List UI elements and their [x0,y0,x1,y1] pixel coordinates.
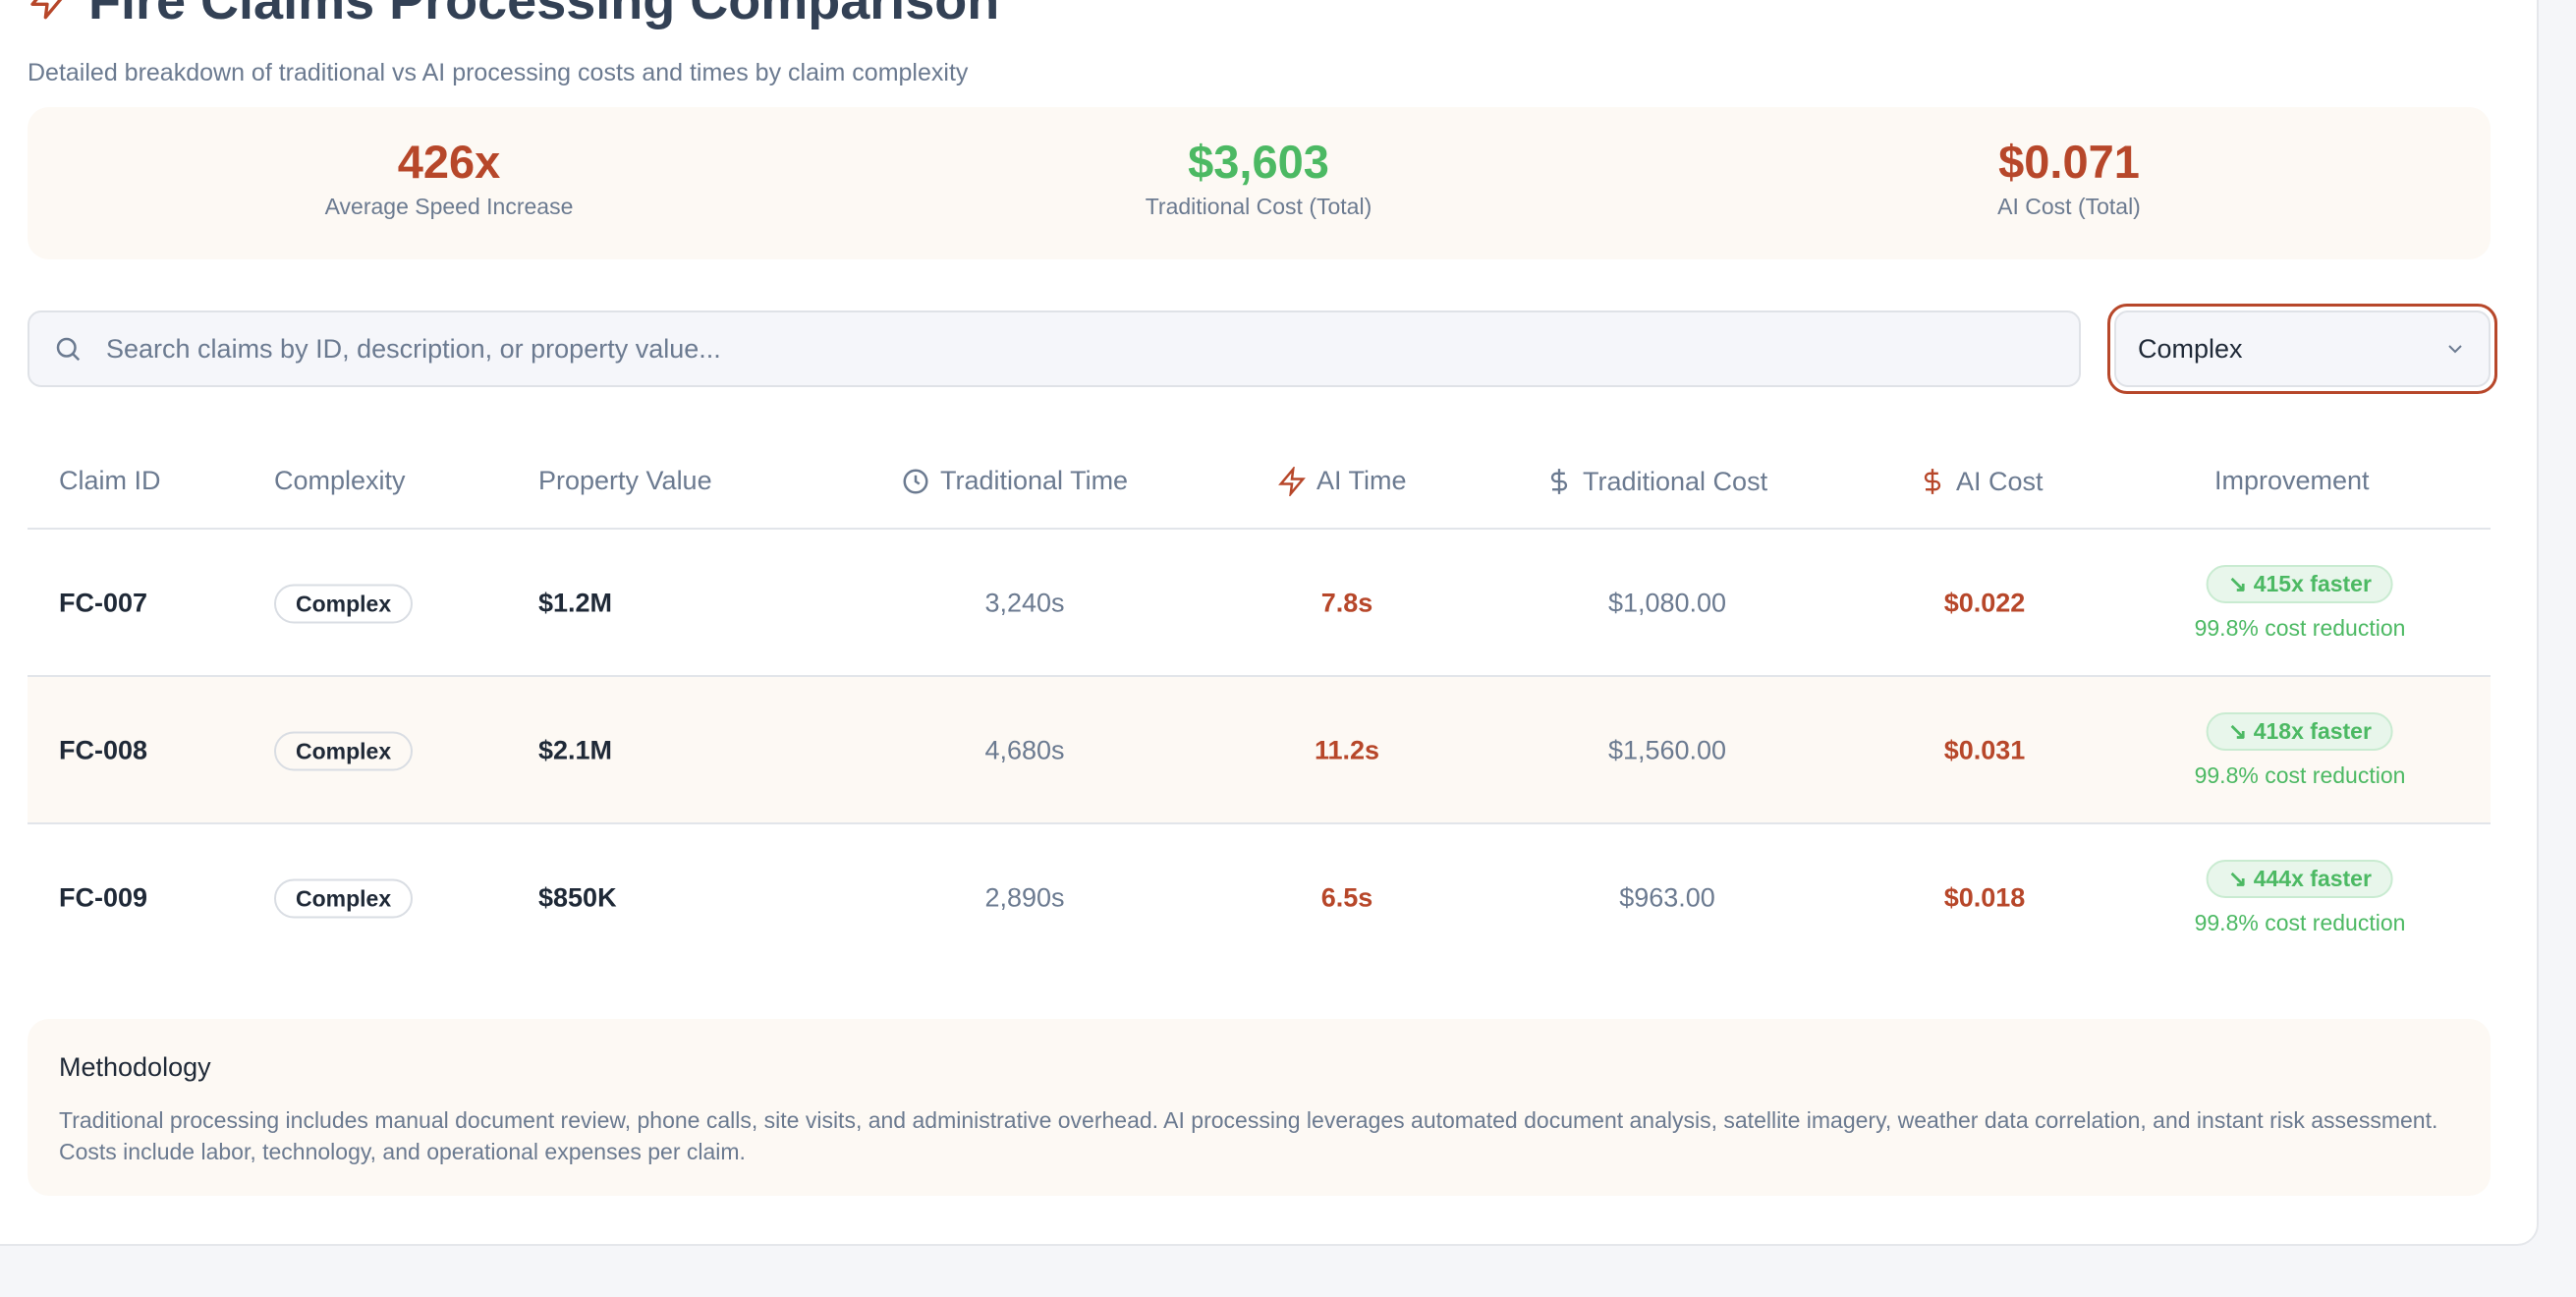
methodology-title: Methodology [59,1052,211,1082]
header-complexity: Complexity [274,466,406,495]
traditional-cost: $1,560.00 [1607,735,1727,764]
stat-traditional-cost: $3,603 Traditional Cost (Total) [964,135,1553,220]
header-traditional-cost: Traditional Cost [1545,466,1767,497]
row-divider [28,822,2491,824]
ai-cost: $0.018 [1943,882,2026,912]
header-label: Traditional Cost [1583,466,1768,496]
speed-text: 444x faster [2253,865,2372,891]
claim-id: FC-007 [59,588,148,617]
table-row[interactable]: FC-009 Complex $850K 2,890s 6.5s $963.00… [28,824,2491,971]
clock-icon [903,469,928,493]
badge-label: Complex [274,731,414,770]
ai-cost: $0.031 [1943,735,2026,764]
stat-label: Traditional Cost (Total) [1145,194,1372,219]
traditional-time: 2,890s [984,882,1065,912]
traditional-time: 4,680s [984,735,1065,764]
trend-icon: ↘ [2228,570,2254,596]
header-improvement: Improvement [2214,466,2370,495]
claim-id: FC-009 [59,882,148,912]
stat-label: AI Cost (Total) [1997,194,2141,219]
header-label: AI Time [1316,466,1407,495]
improvement: ↘ 444x faster 99.8% cost reduction [2194,859,2406,936]
methodology-text: Traditional processing includes manual d… [59,1107,2438,1164]
chevron-down-icon [2448,345,2462,354]
lightning-icon [30,0,63,20]
speed-text: 418x faster [2253,717,2372,744]
table-row[interactable]: FC-008 Complex $2.1M 4,680s 11.2s $1,560… [28,677,2491,823]
speed-text: 415x faster [2253,570,2372,596]
divider [28,528,2491,530]
header-property-value: Property Value [538,466,712,495]
badge-label: Complex [274,878,414,918]
complexity-badge: Complex [274,731,414,770]
traditional-cost: $963.00 [1619,882,1715,912]
improvement: ↘ 418x faster 99.8% cost reduction [2194,711,2406,789]
stat-value: $3,603 [1188,136,1329,188]
complexity-filter[interactable]: Complex [2107,304,2497,394]
header-label: Traditional Time [940,466,1129,495]
trend-icon: ↘ [2228,865,2254,891]
ai-time: 6.5s [1320,882,1373,912]
search-icon [56,337,81,362]
ai-time: 7.8s [1320,588,1373,617]
property-value: $2.1M [538,735,613,764]
claim-id: FC-008 [59,735,148,764]
dollar-icon [1924,469,1941,494]
speed-badge: ↘ 415x faster [2207,564,2393,603]
cost-reduction: 99.8% cost reduction [2194,614,2406,641]
traditional-time: 3,240s [984,588,1065,617]
traditional-cost: $1,080.00 [1607,588,1727,617]
stat-label: Average Speed Increase [324,194,574,219]
page-title: Fire Claims Processing Comparison [28,0,999,31]
trend-icon: ↘ [2228,717,2254,744]
methodology-box: Methodology Traditional processing inclu… [28,1019,2491,1196]
ai-cost: $0.022 [1943,588,2026,617]
stat-value: 426x [397,136,501,188]
lightning-icon [1278,466,1306,496]
title-text: Fire Claims Processing Comparison [88,0,1000,30]
speed-badge: ↘ 444x faster [2207,859,2393,898]
speed-badge: ↘ 418x faster [2207,711,2393,751]
summary-stats: 426x Average Speed Increase $3,603 Traditi… [28,107,2491,259]
property-value: $1.2M [538,588,613,617]
header-ai-cost: AI Cost [1919,466,2044,497]
search-input[interactable] [106,333,1973,365]
header-ai-time: AI Time [1277,466,1407,496]
property-value: $850K [538,882,617,912]
badge-label: Complex [274,584,414,623]
search-box[interactable] [28,310,2081,387]
filter-value: Complex [2138,333,2243,364]
stat-ai-cost: $0.071 AI Cost (Total) [1774,135,2364,220]
ai-time: 11.2s [1314,735,1380,764]
complexity-badge: Complex [274,878,414,918]
stat-speed: 426x Average Speed Increase [154,135,744,220]
stat-value: $0.071 [1998,136,2140,188]
cost-reduction: 99.8% cost reduction [2194,761,2406,788]
page-subtitle: Detailed breakdown of traditional vs AI … [28,59,969,86]
header-traditional-time: Traditional Time [901,466,1128,496]
complexity-badge: Complex [274,584,414,623]
row-divider [28,675,2491,677]
table-row[interactable]: FC-007 Complex $1.2M 3,240s 7.8s $1,080.… [28,530,2491,676]
header-claim-id: Claim ID [59,466,161,495]
dollar-icon [1550,469,1568,494]
improvement: ↘ 415x faster 99.8% cost reduction [2194,564,2406,642]
cost-reduction: 99.8% cost reduction [2194,909,2406,935]
header-label: AI Cost [1956,466,2044,496]
